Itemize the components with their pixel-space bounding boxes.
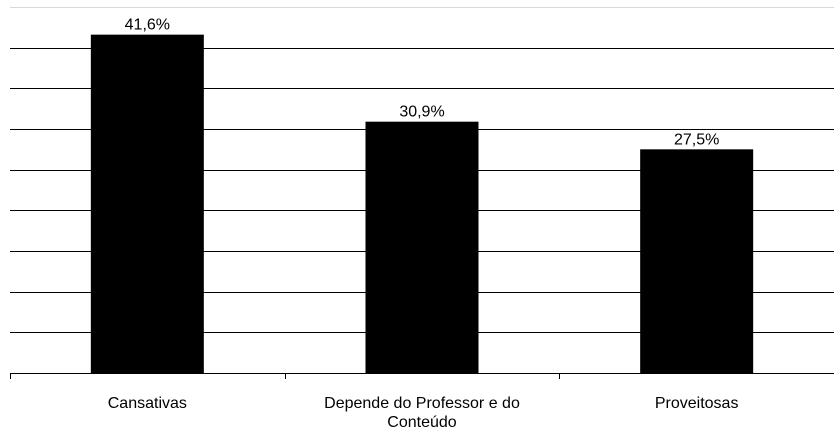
bars [90,34,754,374]
data-labels: 41,6% 30,9% 27,5% [125,17,720,149]
x-tick-label: Depende do Professor e do Conteúdo [324,395,520,431]
x-tick-label: Proveitosas [655,395,739,412]
x-tick-labels: Cansativas Depende do Professor e do Conte… [108,395,739,431]
data-label: 41,6% [125,17,170,34]
data-label: 30,9% [399,104,444,121]
x-tick-label: Cansativas [108,395,187,412]
x-axis [10,373,834,379]
bar [365,121,479,374]
data-label: 27,5% [674,131,719,148]
bar [640,149,754,373]
bar [90,34,204,374]
